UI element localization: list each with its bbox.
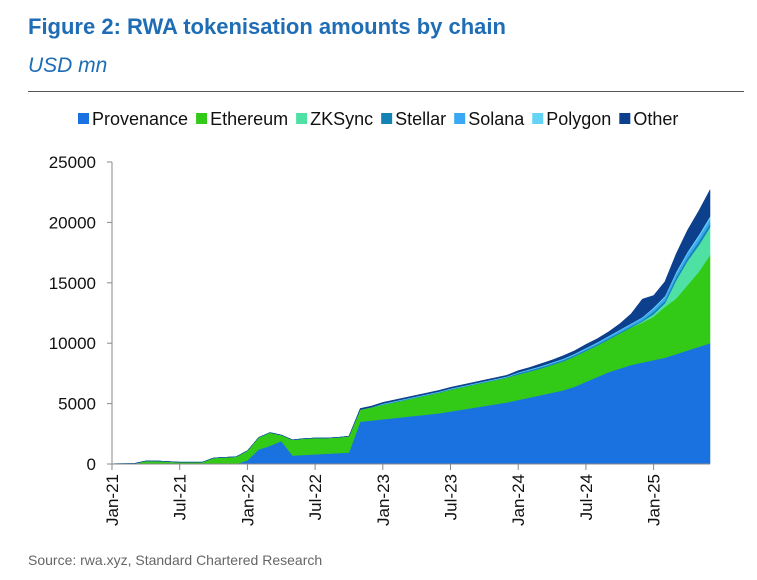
x-tick-label: Jul-24 xyxy=(577,474,596,520)
legend-swatch-provenance xyxy=(78,113,89,124)
y-tick-label: 10000 xyxy=(49,334,96,353)
y-tick-label: 0 xyxy=(87,455,96,474)
x-tick-label: Jan-23 xyxy=(374,474,393,526)
y-tick-label: 20000 xyxy=(49,213,96,232)
legend-swatch-ethereum xyxy=(196,113,208,124)
x-tick-label: Jul-21 xyxy=(171,474,190,520)
x-tick-label: Jul-22 xyxy=(306,474,325,520)
legend-swatch-solana xyxy=(454,113,466,124)
legend-swatch-other xyxy=(619,113,631,124)
legend-label-other: Other xyxy=(633,109,678,129)
legend-label-provenance: Provenance xyxy=(92,109,188,129)
legend-label-zksync: ZKSync xyxy=(310,109,373,129)
x-tick-label: Jan-24 xyxy=(509,474,528,526)
legend-label-stellar: Stellar xyxy=(395,109,446,129)
title-divider xyxy=(28,91,744,92)
y-tick-label: 5000 xyxy=(58,395,96,414)
chart-subtitle: USD mn xyxy=(28,54,108,77)
y-tick-label: 25000 xyxy=(49,153,96,172)
x-tick-label: Jan-25 xyxy=(645,474,664,526)
x-tick-label: Jan-21 xyxy=(103,474,122,526)
area-other xyxy=(111,189,711,465)
legend-label-solana: Solana xyxy=(468,109,525,129)
legend-swatch-stellar xyxy=(381,113,393,124)
source-note: Source: rwa.xyz, Standard Chartered Rese… xyxy=(28,552,323,568)
legend-swatch-polygon xyxy=(532,113,544,124)
legend-label-ethereum: Ethereum xyxy=(210,109,288,129)
x-tick-label: Jul-23 xyxy=(442,474,461,520)
chart-title: Figure 2: RWA tokenisation amounts by ch… xyxy=(28,14,506,39)
x-tick-label: Jan-22 xyxy=(238,474,257,526)
legend-label-polygon: Polygon xyxy=(546,109,611,129)
y-tick-label: 15000 xyxy=(49,274,96,293)
legend-swatch-zksync xyxy=(296,113,308,124)
